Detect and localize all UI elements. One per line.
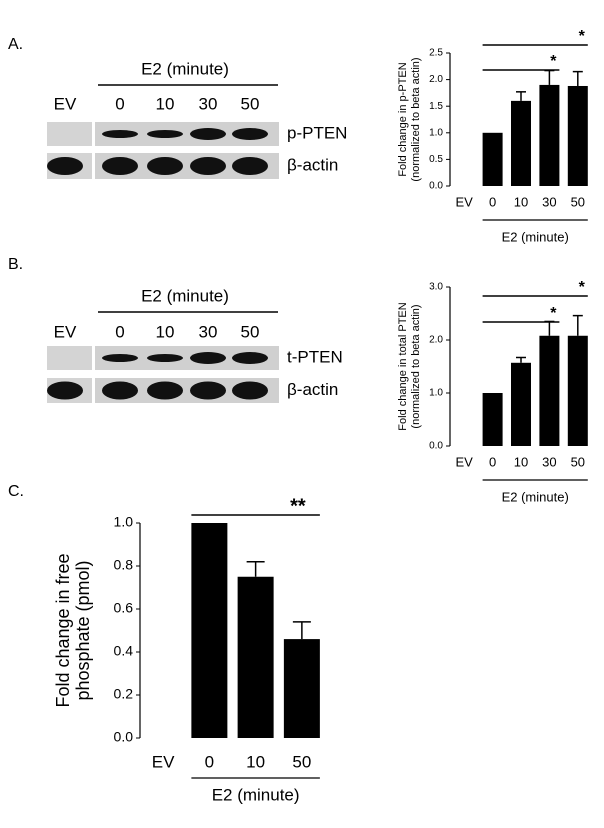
blot-row-label: t-PTEN bbox=[287, 347, 343, 366]
x-tick-label: 0 bbox=[489, 194, 496, 209]
blot-group-label: E2 (minute) bbox=[141, 59, 229, 78]
x-tick-label: EV bbox=[456, 194, 474, 209]
y-tick-label: 1.0 bbox=[114, 514, 134, 530]
blot-row-label: β-actin bbox=[287, 155, 338, 174]
lane-label: 30 bbox=[199, 322, 218, 341]
bar bbox=[482, 132, 503, 186]
blot-row-label: β-actin bbox=[287, 380, 338, 399]
panel-label: C. bbox=[8, 483, 24, 500]
blot-band bbox=[232, 157, 268, 175]
x-tick-label: 10 bbox=[246, 752, 265, 771]
significance-mark: * bbox=[550, 53, 557, 70]
group-label: E2 (minute) bbox=[212, 785, 300, 804]
x-tick-label: 30 bbox=[542, 454, 556, 469]
lane-label: 50 bbox=[241, 322, 260, 341]
bar bbox=[511, 362, 531, 446]
lane-label: 30 bbox=[199, 94, 218, 113]
x-tick-label: 30 bbox=[542, 194, 556, 209]
significance-mark: ** bbox=[290, 495, 306, 517]
y-axis-label: (normalized to beta actin) bbox=[410, 57, 422, 181]
lane-label: 0 bbox=[115, 94, 124, 113]
blot-band bbox=[232, 352, 268, 364]
x-tick-label: 0 bbox=[489, 454, 496, 469]
x-tick-label: 50 bbox=[571, 454, 585, 469]
x-tick-label: EV bbox=[456, 454, 474, 469]
y-axis-label: phosphate (pmol) bbox=[73, 560, 93, 700]
y-tick-label: 0.4 bbox=[114, 643, 134, 659]
blot-band bbox=[47, 157, 83, 175]
y-tick-label: 0.0 bbox=[429, 181, 443, 192]
blot-band bbox=[190, 128, 226, 140]
significance-mark: * bbox=[579, 28, 586, 45]
blot-band bbox=[47, 381, 83, 400]
y-tick-label: 2.0 bbox=[429, 335, 443, 346]
blot-strip bbox=[47, 122, 92, 146]
y-axis-label: Fold change in p-PTEN bbox=[397, 62, 409, 176]
blot-row-label: p-PTEN bbox=[287, 123, 347, 142]
blot-band bbox=[102, 130, 138, 138]
y-tick-label: 0.8 bbox=[114, 557, 134, 573]
blot-band bbox=[147, 354, 183, 362]
bar bbox=[191, 523, 228, 738]
y-tick-label: 0.5 bbox=[429, 154, 443, 165]
significance-mark: * bbox=[550, 305, 557, 322]
lane-label: EV bbox=[54, 94, 77, 113]
blot-strip bbox=[47, 346, 92, 370]
bar bbox=[539, 84, 560, 186]
blot-band bbox=[190, 381, 226, 400]
x-tick-label: 10 bbox=[514, 194, 528, 209]
lane-label: 10 bbox=[156, 94, 175, 113]
blot-band bbox=[147, 130, 183, 138]
y-tick-label: 0.6 bbox=[114, 600, 134, 616]
blot-group-label: E2 (minute) bbox=[141, 286, 229, 305]
blot-band bbox=[190, 157, 226, 175]
blot-band bbox=[232, 381, 268, 400]
panel-label: B. bbox=[8, 256, 23, 273]
lane-label: 0 bbox=[115, 322, 124, 341]
bar bbox=[237, 576, 274, 738]
significance-mark: * bbox=[579, 279, 586, 296]
x-tick-label: 0 bbox=[205, 752, 214, 771]
x-tick-label: 10 bbox=[514, 454, 528, 469]
panel-label: A. bbox=[8, 36, 23, 53]
y-tick-label: 0.2 bbox=[114, 686, 134, 702]
group-label: E2 (minute) bbox=[502, 489, 569, 504]
y-tick-label: 2.5 bbox=[429, 48, 443, 59]
y-tick-label: 1.0 bbox=[429, 127, 443, 138]
bar bbox=[283, 639, 320, 738]
bar bbox=[511, 100, 531, 186]
blot-band bbox=[102, 381, 138, 400]
blot-band bbox=[102, 157, 138, 175]
x-tick-label: 50 bbox=[571, 194, 585, 209]
bar bbox=[567, 335, 588, 446]
y-axis-label: Fold change in total PTEN bbox=[397, 302, 409, 430]
y-tick-label: 2.0 bbox=[429, 74, 443, 85]
blot-band bbox=[147, 157, 183, 175]
lane-label: EV bbox=[54, 322, 77, 341]
y-tick-label: 0.0 bbox=[429, 441, 443, 452]
group-label: E2 (minute) bbox=[502, 229, 569, 244]
y-axis-label: Fold change in free bbox=[53, 553, 73, 707]
lane-label: 10 bbox=[156, 322, 175, 341]
y-axis-label: (normalized to beta actin) bbox=[410, 304, 422, 428]
y-tick-label: 0.0 bbox=[114, 729, 134, 745]
y-tick-label: 3.0 bbox=[429, 282, 443, 293]
bar bbox=[482, 393, 503, 446]
blot-band bbox=[232, 128, 268, 140]
bar bbox=[539, 335, 560, 446]
x-tick-label: EV bbox=[152, 752, 175, 771]
blot-band bbox=[102, 354, 138, 362]
lane-label: 50 bbox=[241, 94, 260, 113]
x-tick-label: 50 bbox=[292, 752, 311, 771]
blot-band bbox=[147, 381, 183, 400]
bar bbox=[567, 85, 588, 186]
y-tick-label: 1.5 bbox=[429, 101, 443, 112]
y-tick-label: 1.0 bbox=[429, 388, 443, 399]
blot-band bbox=[190, 352, 226, 364]
